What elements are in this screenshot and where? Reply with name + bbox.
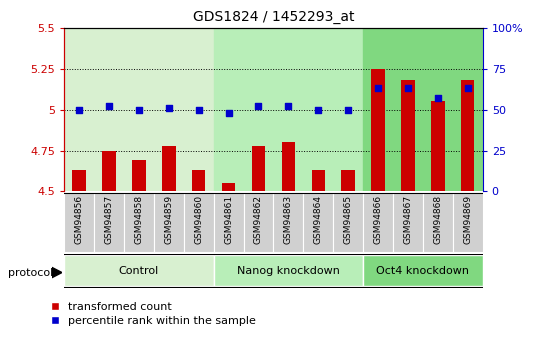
- Point: [104, 104, 113, 109]
- Text: Nanog knockdown: Nanog knockdown: [237, 266, 340, 276]
- Text: GSM94859: GSM94859: [164, 195, 174, 244]
- FancyBboxPatch shape: [64, 193, 94, 252]
- Bar: [222, 183, 235, 191]
- FancyBboxPatch shape: [124, 193, 154, 252]
- Point: [403, 86, 412, 91]
- Bar: [431, 101, 445, 191]
- Text: Control: Control: [119, 266, 159, 276]
- Point: [194, 107, 203, 112]
- Point: [224, 110, 233, 116]
- Text: GSM94866: GSM94866: [373, 195, 383, 244]
- Point: [254, 104, 263, 109]
- FancyBboxPatch shape: [304, 193, 333, 252]
- Point: [463, 86, 472, 91]
- FancyBboxPatch shape: [393, 193, 423, 252]
- Text: GSM94868: GSM94868: [434, 195, 442, 244]
- Title: GDS1824 / 1452293_at: GDS1824 / 1452293_at: [193, 10, 354, 24]
- FancyBboxPatch shape: [273, 193, 304, 252]
- Bar: [401, 80, 415, 191]
- FancyBboxPatch shape: [154, 193, 184, 252]
- Text: GSM94861: GSM94861: [224, 195, 233, 244]
- FancyBboxPatch shape: [423, 193, 453, 252]
- Point: [134, 107, 143, 112]
- Bar: [64, 28, 214, 191]
- FancyBboxPatch shape: [64, 255, 214, 286]
- Bar: [162, 146, 176, 191]
- Bar: [102, 150, 116, 191]
- Text: GSM94865: GSM94865: [344, 195, 353, 244]
- Text: GSM94856: GSM94856: [75, 195, 84, 244]
- FancyBboxPatch shape: [333, 193, 363, 252]
- Text: GSM94862: GSM94862: [254, 195, 263, 244]
- Text: GSM94867: GSM94867: [403, 195, 412, 244]
- Text: protocol: protocol: [8, 268, 54, 277]
- Point: [284, 104, 293, 109]
- Text: GSM94857: GSM94857: [104, 195, 113, 244]
- Point: [75, 107, 84, 112]
- Text: GSM94863: GSM94863: [284, 195, 293, 244]
- Bar: [341, 170, 355, 191]
- Legend: transformed count, percentile rank within the sample: transformed count, percentile rank withi…: [50, 302, 256, 326]
- Bar: [311, 170, 325, 191]
- FancyBboxPatch shape: [453, 193, 483, 252]
- FancyBboxPatch shape: [94, 193, 124, 252]
- FancyBboxPatch shape: [243, 193, 273, 252]
- Bar: [214, 28, 363, 191]
- Text: GSM94858: GSM94858: [134, 195, 143, 244]
- Bar: [73, 170, 86, 191]
- Point: [165, 105, 174, 111]
- Text: Oct4 knockdown: Oct4 knockdown: [377, 266, 469, 276]
- Bar: [371, 69, 385, 191]
- Point: [344, 107, 353, 112]
- Text: GSM94869: GSM94869: [463, 195, 472, 244]
- Polygon shape: [52, 267, 62, 278]
- FancyBboxPatch shape: [363, 193, 393, 252]
- Point: [434, 95, 442, 101]
- Bar: [461, 80, 474, 191]
- FancyBboxPatch shape: [184, 193, 214, 252]
- Point: [374, 86, 383, 91]
- FancyBboxPatch shape: [214, 255, 363, 286]
- Text: GSM94860: GSM94860: [194, 195, 203, 244]
- Bar: [282, 142, 295, 191]
- Bar: [132, 160, 146, 191]
- FancyBboxPatch shape: [214, 193, 243, 252]
- FancyBboxPatch shape: [363, 255, 483, 286]
- Bar: [192, 170, 205, 191]
- Point: [314, 107, 323, 112]
- Bar: [363, 28, 483, 191]
- Bar: [252, 146, 265, 191]
- Text: GSM94864: GSM94864: [314, 195, 323, 244]
